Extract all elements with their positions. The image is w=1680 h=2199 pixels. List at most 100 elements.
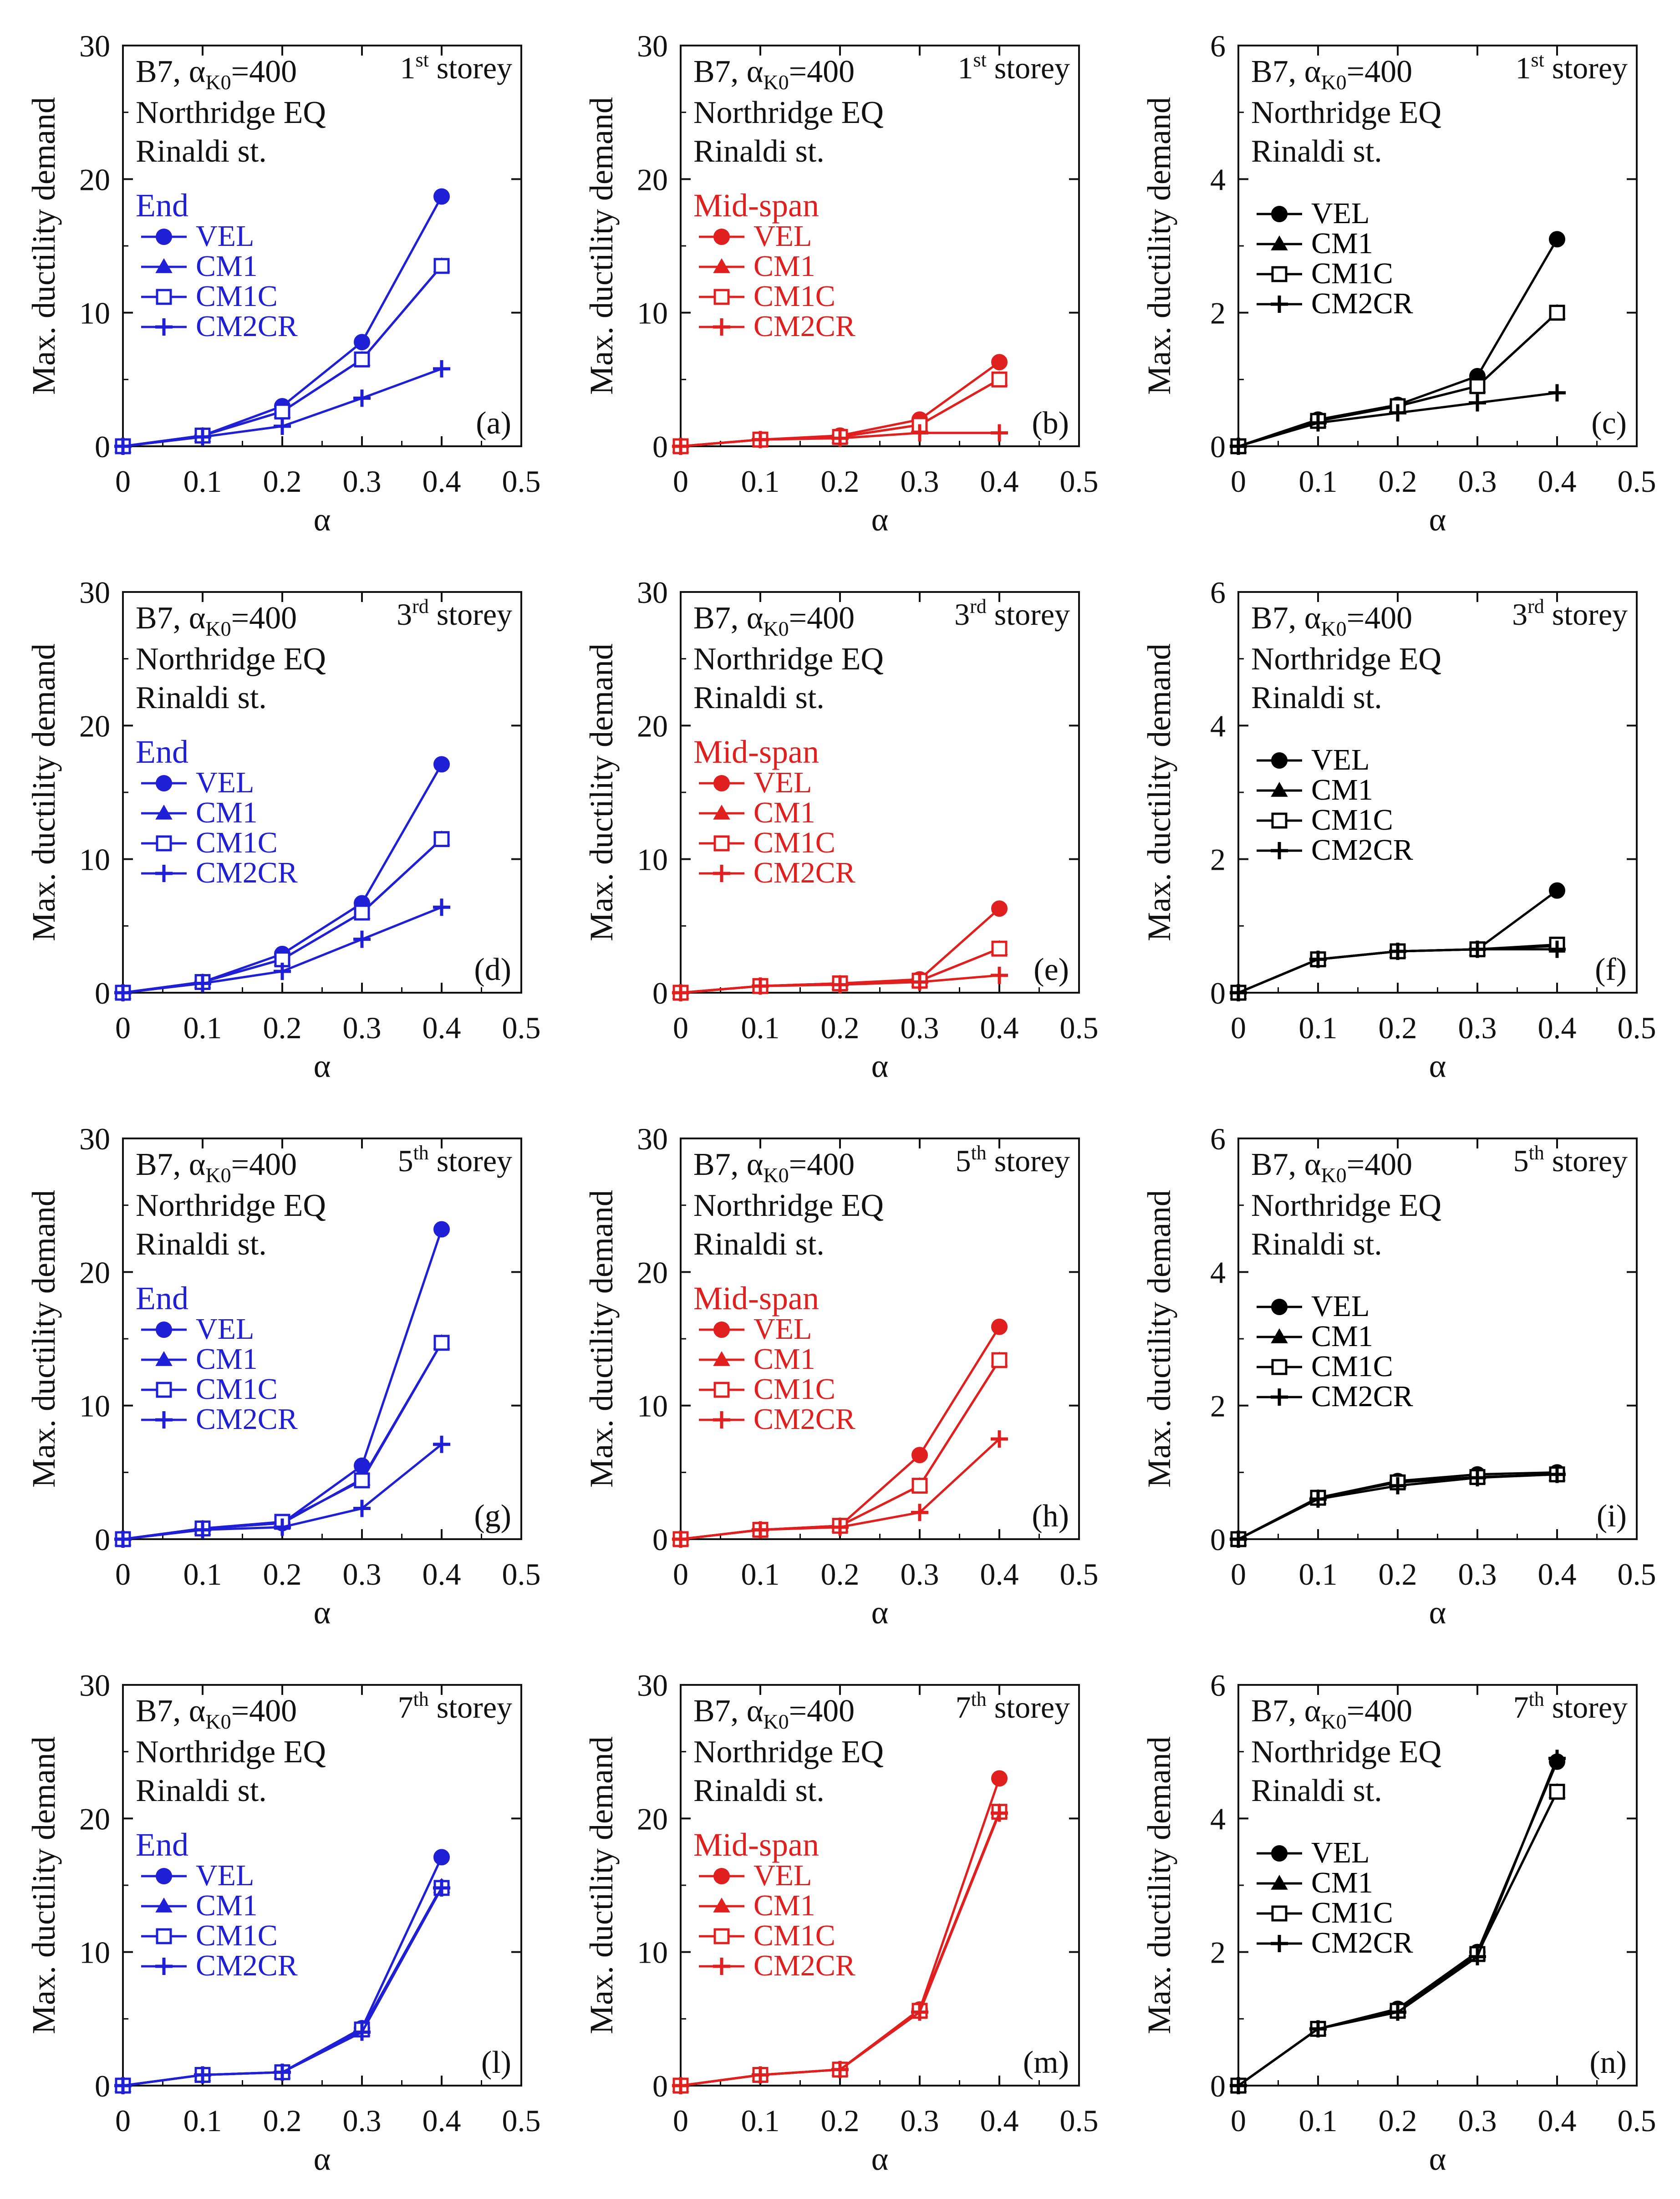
y-tick-label: 0 [95, 2069, 110, 2103]
legend-marker-plus [713, 318, 730, 336]
legend-entry-cm1: CM1 [699, 1889, 815, 1922]
y-tick-label: 0 [652, 976, 668, 1010]
data-point [752, 2066, 769, 2084]
x-tick-label: 0.5 [1060, 2103, 1099, 2138]
title-param-value: =400 [231, 601, 297, 636]
station-label: Rinaldi st. [693, 680, 825, 715]
data-point [433, 756, 450, 773]
title-param-symbol: α [189, 1147, 206, 1182]
x-tick-label: 0.1 [183, 2103, 222, 2138]
panel-label: (l) [481, 2045, 511, 2080]
legend-marker-plus [713, 1411, 730, 1429]
earthquake-label: Northridge EQ [1251, 1188, 1441, 1223]
earthquake-label: Northridge EQ [1251, 1735, 1441, 1770]
legend-entry-cm1: CM1 [141, 1889, 258, 1922]
data-point [672, 984, 689, 1001]
plot-frame [1237, 1138, 1638, 1540]
storey-word: storey [1544, 597, 1628, 632]
title-param-value: =400 [789, 1694, 855, 1729]
x-tick-label: 0.5 [502, 1557, 541, 1592]
data-point [1309, 1490, 1327, 1508]
x-axis-label: α [1429, 1048, 1446, 1084]
storey-label: 3rd storey [1512, 595, 1628, 632]
legend-label: CM2CR [1311, 287, 1413, 320]
title-param-value: =400 [231, 1694, 297, 1729]
title-param-value: =400 [1347, 1694, 1412, 1729]
x-tick-label: 0 [673, 1557, 688, 1592]
data-point [194, 1521, 211, 1539]
y-tick-label: 20 [79, 1801, 110, 1836]
legend-label: CM1 [196, 1342, 258, 1376]
legend-marker-open-square [1271, 812, 1288, 829]
x-tick-label: 0.3 [1458, 1010, 1497, 1045]
storey-superscript: th [1529, 1142, 1544, 1164]
x-tick-label: 0.4 [1538, 2103, 1577, 2138]
x-tick-label: 0.5 [1060, 1010, 1099, 1045]
legend-label: VEL [753, 1312, 812, 1346]
y-tick-label: 2 [1210, 1389, 1226, 1423]
y-tick-label: 2 [1210, 1935, 1226, 1970]
legend-label: VEL [196, 766, 254, 799]
y-tick-label: 20 [637, 1255, 668, 1290]
station-label: Rinaldi st. [1251, 1773, 1382, 1808]
x-tick-label: 0 [1231, 464, 1246, 499]
earthquake-label: Northridge EQ [136, 1735, 326, 1770]
data-point [991, 424, 1008, 442]
legend-entry-cm2cr: CM2CR [141, 310, 298, 343]
legend-entry-vel: VEL [1257, 197, 1369, 230]
legend-entry-cm1c: CM1C [1257, 803, 1393, 837]
legend-marker-filled-circle [156, 775, 172, 791]
legend-marker-filled-circle [156, 1868, 172, 1884]
data-point [672, 1531, 689, 1548]
x-axis-label: α [314, 1048, 331, 1084]
y-tick-label: 0 [95, 976, 110, 1010]
data-point [911, 1504, 928, 1521]
storey-word: storey [987, 1143, 1070, 1178]
legend-label: CM2CR [196, 310, 298, 343]
x-tick-label: 0.2 [1379, 1010, 1417, 1045]
x-tick-label: 0.3 [343, 2103, 382, 2138]
chart-panel-c: 0 0.1 0.2 0.3 0.4 0.5 0 2 4 6 α Max. ductility dema… [1141, 29, 1656, 538]
x-axis-label: α [314, 2141, 331, 2177]
legend-entry-cm1c: CM1C [141, 280, 278, 313]
x-tick-label: 0.2 [821, 1010, 860, 1045]
title-param-subscript: K0 [205, 71, 231, 94]
storey-word: storey [429, 51, 512, 85]
x-axis-label: α [871, 1048, 889, 1084]
storey-word: storey [429, 597, 512, 632]
y-axis-label: Max. ductility demand [1141, 97, 1177, 395]
legend-label: CM1C [753, 1919, 835, 1952]
x-tick-label: 0.4 [423, 1010, 461, 1045]
storey-number: 7 [1513, 1690, 1529, 1725]
legend-entry-cm2cr: CM2CR [1257, 1380, 1413, 1413]
data-point [353, 389, 371, 407]
legend-marker-open-square [1271, 1359, 1288, 1375]
legend-entry-cm2cr: CM2CR [141, 856, 298, 889]
panel-label: (a) [476, 406, 511, 441]
storey-number: 3 [397, 597, 412, 632]
legend-entry-cm1c: CM1C [699, 826, 835, 859]
title-param-symbol: α [189, 1694, 206, 1729]
x-tick-label: 0.3 [901, 2103, 939, 2138]
y-tick-label: 0 [1210, 1522, 1226, 1557]
storey-number: 3 [1512, 597, 1527, 632]
x-tick-label: 0.4 [980, 1557, 1019, 1592]
location-label: Mid-span [693, 187, 819, 224]
storey-number: 5 [956, 1143, 971, 1178]
y-tick-label: 0 [95, 429, 110, 464]
x-tick-label: 0.1 [741, 464, 780, 499]
legend-entry-cm1: CM1 [699, 796, 815, 829]
data-point [911, 2003, 928, 2021]
storey-number: 1 [1515, 51, 1531, 85]
y-tick-label: 20 [637, 1801, 668, 1836]
series-cm1c [115, 258, 450, 454]
storey-word: storey [1544, 51, 1628, 85]
x-tick-label: 0.2 [821, 464, 860, 499]
plot-frame [680, 1138, 1080, 1540]
legend-marker-filled-circle [713, 1321, 730, 1338]
data-point [114, 1531, 132, 1548]
x-tick-label: 0.2 [1379, 464, 1417, 499]
storey-number: 7 [398, 1690, 413, 1725]
